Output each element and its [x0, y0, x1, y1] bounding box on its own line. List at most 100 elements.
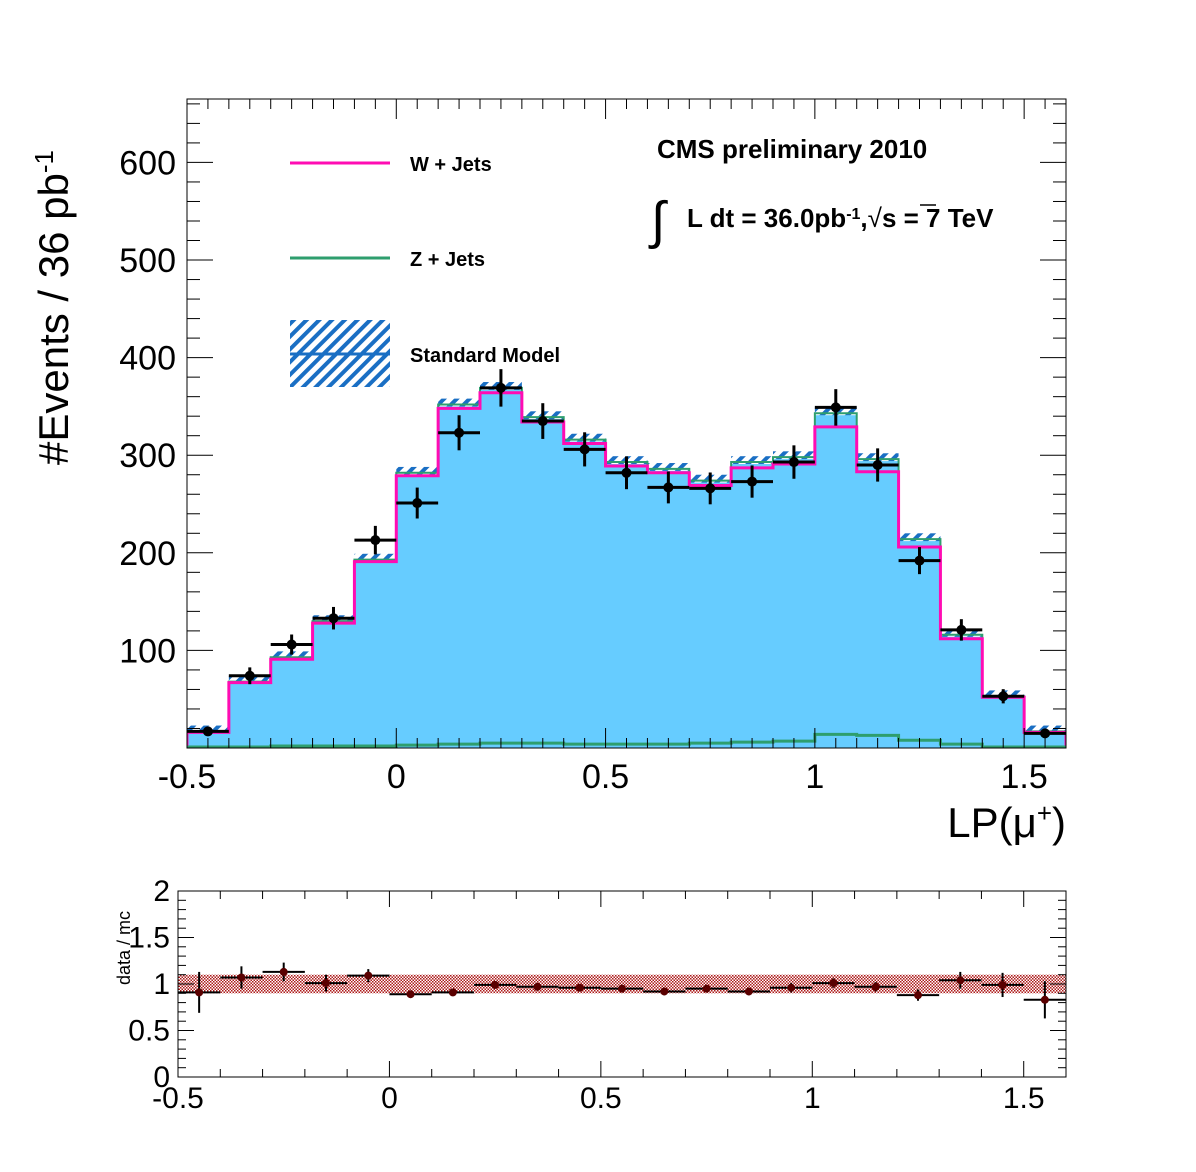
- ratio-y-tick-label: 0.5: [128, 1015, 170, 1048]
- ratio-marker: [322, 979, 330, 988]
- ratio-marker: [744, 987, 753, 996]
- luminosity-label: L dt = 36.0pb-1,√s = 7 TeV: [687, 203, 994, 233]
- ratio-marker: [406, 990, 415, 999]
- ratio-marker: [660, 987, 669, 996]
- ratio-point: [347, 969, 390, 983]
- integral-sign: ∫: [648, 192, 668, 250]
- data-marker: [621, 467, 632, 478]
- ratio-marker: [914, 991, 922, 1000]
- data-marker: [998, 691, 1009, 702]
- ratio-marker: [871, 982, 880, 991]
- ratio-point: [262, 962, 305, 982]
- ratio-x-tick-label: 0.5: [580, 1082, 622, 1115]
- data-marker: [1040, 728, 1051, 739]
- ratio-y-tick-label: 0: [153, 1061, 170, 1094]
- ratio-marker: [237, 973, 246, 982]
- sm-uncertainty-band: [270, 651, 313, 660]
- ratio-marker: [702, 984, 711, 993]
- ratio-marker: [533, 982, 542, 991]
- ratio-marker: [364, 971, 373, 980]
- data-point: [647, 471, 690, 504]
- data-point: [438, 415, 480, 451]
- ratio-point: [812, 978, 855, 988]
- legend-label-zjets: Z + Jets: [410, 249, 485, 271]
- ratio-marker: [491, 980, 500, 989]
- data-marker: [914, 555, 925, 566]
- sm-filled-area: [187, 387, 1066, 748]
- legend-label-sm: Standard Model: [410, 345, 560, 367]
- ratio-x-tick-label: 1.5: [1003, 1082, 1045, 1115]
- data-marker: [286, 639, 297, 650]
- data-marker: [830, 402, 841, 413]
- data-marker: [370, 535, 381, 546]
- legend-label-wjets: W + Jets: [410, 154, 492, 176]
- data-marker: [579, 444, 590, 455]
- data-marker: [202, 726, 213, 737]
- data-point: [982, 689, 1025, 704]
- data-point: [1024, 728, 1066, 739]
- ratio-point: [896, 989, 940, 1001]
- data-marker: [872, 459, 883, 470]
- ratio-point: [220, 966, 263, 989]
- ratio-point: [727, 987, 770, 996]
- ratio-marker: [448, 988, 457, 997]
- ratio-marker: [787, 983, 796, 992]
- x-tick-label: 1.5: [1001, 758, 1048, 796]
- y-tick-label: 200: [119, 535, 176, 573]
- sqrt-sign: √: [868, 203, 883, 233]
- y-tick-label: 500: [119, 242, 176, 280]
- data-point: [731, 465, 773, 498]
- ratio-marker: [575, 983, 584, 992]
- ratio-marker: [195, 988, 204, 997]
- x-tick-label: 0: [387, 758, 406, 796]
- data-point: [228, 667, 271, 685]
- y-axis-label-sup: -1: [29, 150, 59, 173]
- ratio-point: [474, 980, 517, 989]
- ratio-x-tick-label: 0: [381, 1082, 398, 1115]
- data-marker: [705, 483, 716, 494]
- ratio-x-tick-label: 1: [804, 1082, 821, 1115]
- main-plot-panel: -0.5 0 0.5 1 1.5 100 200 300 400 500 600 LP(μ+) #E…: [29, 98, 1067, 846]
- data-marker: [537, 416, 548, 427]
- data-marker: [788, 457, 799, 468]
- data-point: [187, 726, 229, 737]
- sm-uncertainty-band: [731, 456, 773, 465]
- x-axis-label: LP(μ+): [947, 798, 1066, 846]
- ratio-marker: [618, 984, 626, 993]
- sm-uncertainty-band: [438, 398, 480, 407]
- x-tick-label: 1: [805, 758, 824, 796]
- ratio-point: [600, 984, 644, 993]
- sm-uncertainty-band: [898, 533, 941, 542]
- data-marker: [454, 427, 465, 438]
- ratio-y-axis-label: data / mc: [114, 911, 134, 985]
- ratio-point: [770, 983, 813, 993]
- ratio-uncertainty-band: [178, 974, 1066, 994]
- data-marker: [244, 670, 255, 681]
- y-tick-label: 400: [119, 340, 176, 378]
- ratio-point: [389, 990, 432, 999]
- data-marker: [495, 382, 506, 393]
- cms-label: CMS preliminary 2010: [657, 134, 927, 164]
- data-point: [312, 606, 355, 630]
- data-marker: [663, 482, 674, 493]
- ratio-y-tick-label: 1.5: [128, 922, 170, 955]
- ratio-y-tick-label: 2: [153, 875, 170, 908]
- ratio-point: [643, 987, 686, 996]
- data-point: [605, 456, 648, 490]
- y-tick-label: 600: [119, 144, 176, 182]
- ratio-marker: [956, 976, 965, 985]
- data-marker: [328, 613, 339, 624]
- data-point: [521, 403, 564, 439]
- data-point: [480, 369, 522, 407]
- sm-uncertainty-band: [647, 463, 690, 471]
- data-point: [940, 619, 983, 641]
- ratio-point: [981, 972, 1024, 998]
- data-marker: [747, 476, 758, 487]
- ratio-point: [939, 971, 982, 989]
- x-tick-label: -0.5: [158, 758, 217, 796]
- y-tick-label: 100: [119, 632, 176, 670]
- data-point: [689, 472, 732, 505]
- ratio-point: [431, 988, 474, 997]
- data-marker: [412, 498, 423, 509]
